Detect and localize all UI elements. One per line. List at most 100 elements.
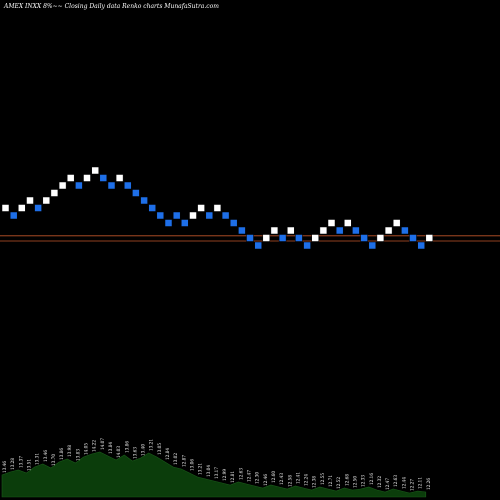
price-label-43: 12.50: [352, 476, 357, 488]
renko-bricks: [1, 166, 434, 250]
price-label-39: 12.55: [320, 473, 325, 485]
renko-brick-8: [66, 174, 75, 182]
renko-brick-18: [148, 204, 156, 212]
volume-area-path: [1, 451, 427, 498]
price-label-6: 13.70: [51, 454, 56, 466]
renko-brick-38: [311, 234, 319, 242]
renko-brick-33: [270, 226, 279, 235]
price-label-24: 13.21: [198, 463, 203, 475]
price-label-41: 12.52: [336, 477, 341, 489]
price-label-51: 12.11: [418, 477, 423, 489]
renko-brick-20: [164, 219, 173, 227]
renko-brick-0: [1, 204, 10, 212]
chart-title: AMEX INXX 8%~~ Closing Daily data Renko …: [4, 3, 219, 10]
price-label-29: 12.63: [238, 468, 243, 480]
price-label-45: 12.16: [369, 473, 374, 485]
renko-brick-32: [262, 234, 271, 242]
price-label-44: 12.33: [361, 475, 366, 487]
price-label-18: 13.21: [149, 439, 154, 451]
renko-brick-36: [295, 234, 303, 242]
renko-brick-19: [156, 211, 165, 220]
price-label-8: 13.98: [67, 445, 72, 457]
price-label-42: 12.68: [344, 474, 349, 486]
price-label-50: 12.27: [410, 479, 415, 491]
renko-brick-43: [352, 226, 360, 235]
price-label-11: 14.22: [92, 440, 97, 452]
renko-brick-46: [376, 234, 385, 242]
price-label-40: 12.71: [328, 475, 333, 487]
renko-brick-28: [229, 219, 238, 227]
renko-brick-24: [197, 204, 205, 212]
price-label-19: 13.05: [157, 443, 162, 455]
price-label-46: 12.32: [377, 476, 382, 488]
price-label-36: 12.41: [295, 472, 300, 484]
price-label-23: 13.06: [190, 459, 195, 471]
price-label-30: 12.47: [247, 470, 252, 482]
renko-brick-21: [172, 211, 181, 220]
renko-brick-11: [91, 166, 99, 175]
renko-brick-1: [9, 211, 18, 220]
renko-brick-51: [417, 241, 425, 250]
price-label-32: 12.46: [263, 474, 268, 486]
renko-brick-27: [221, 211, 230, 220]
renko-brick-17: [140, 196, 148, 205]
price-label-26: 13.17: [214, 467, 219, 479]
renko-brick-23: [189, 211, 197, 220]
renko-brick-10: [83, 174, 91, 182]
price-label-38: 12.38: [312, 476, 317, 488]
renko-brick-14: [115, 174, 124, 182]
price-label-10: 14.05: [84, 443, 89, 455]
price-label-47: 12.47: [385, 478, 390, 490]
price-label-22: 12.87: [181, 455, 186, 467]
price-label-31: 12.30: [255, 472, 260, 484]
renko-brick-35: [287, 226, 295, 235]
price-label-7: 13.86: [59, 448, 64, 460]
renko-brick-25: [205, 211, 214, 220]
price-label-49: 12.44: [401, 477, 406, 489]
renko-brick-4: [34, 204, 42, 212]
price-label-1: 13.28: [10, 458, 15, 470]
price-labels: 13.46 13.28 13.37 13.51 13.31 13.46 13.70 13.86…: [2, 438, 431, 491]
renko-brick-40: [327, 219, 336, 227]
renko-brick-37: [303, 241, 311, 250]
renko-brick-26: [213, 204, 222, 212]
price-label-0: 13.46: [2, 461, 7, 473]
renko-brick-7: [58, 181, 67, 190]
renko-brick-47: [384, 226, 393, 235]
renko-brick-3: [26, 196, 34, 205]
price-label-21: 13.02: [173, 453, 178, 465]
renko-brick-50: [409, 234, 417, 242]
renko-brick-9: [75, 181, 83, 190]
renko-brick-42: [344, 219, 352, 227]
price-label-52: 12.26: [426, 478, 431, 490]
volume-area: [1, 451, 427, 498]
price-label-3: 13.51: [27, 459, 32, 471]
price-label-35: 12.58: [287, 475, 292, 487]
renko-brick-2: [18, 204, 26, 212]
price-label-13: 13.84: [108, 442, 113, 454]
renko-brick-41: [335, 226, 344, 235]
price-label-9: 13.83: [75, 449, 80, 461]
price-label-5: 13.46: [43, 450, 48, 462]
price-label-34: 12.43: [279, 473, 284, 485]
renko-brick-31: [254, 241, 262, 250]
renko-brick-44: [360, 234, 368, 242]
renko-brick-52: [425, 234, 434, 242]
renko-brick-45: [368, 241, 377, 250]
price-label-2: 13.37: [18, 456, 23, 468]
renko-brick-30: [246, 234, 254, 242]
renko-brick-34: [278, 234, 287, 242]
price-label-16: 13.63: [132, 447, 137, 459]
price-label-25: 13.04: [206, 465, 211, 477]
price-label-14: 14.03: [116, 446, 121, 458]
renko-brick-16: [132, 189, 140, 197]
price-label-48: 12.63: [393, 475, 398, 487]
renko-brick-22: [181, 219, 189, 227]
price-label-28: 12.81: [230, 471, 235, 483]
price-label-12: 14.07: [100, 438, 105, 450]
price-label-17: 13.40: [141, 444, 146, 456]
price-label-20: 12.84: [165, 448, 170, 460]
price-label-4: 13.31: [35, 453, 40, 465]
